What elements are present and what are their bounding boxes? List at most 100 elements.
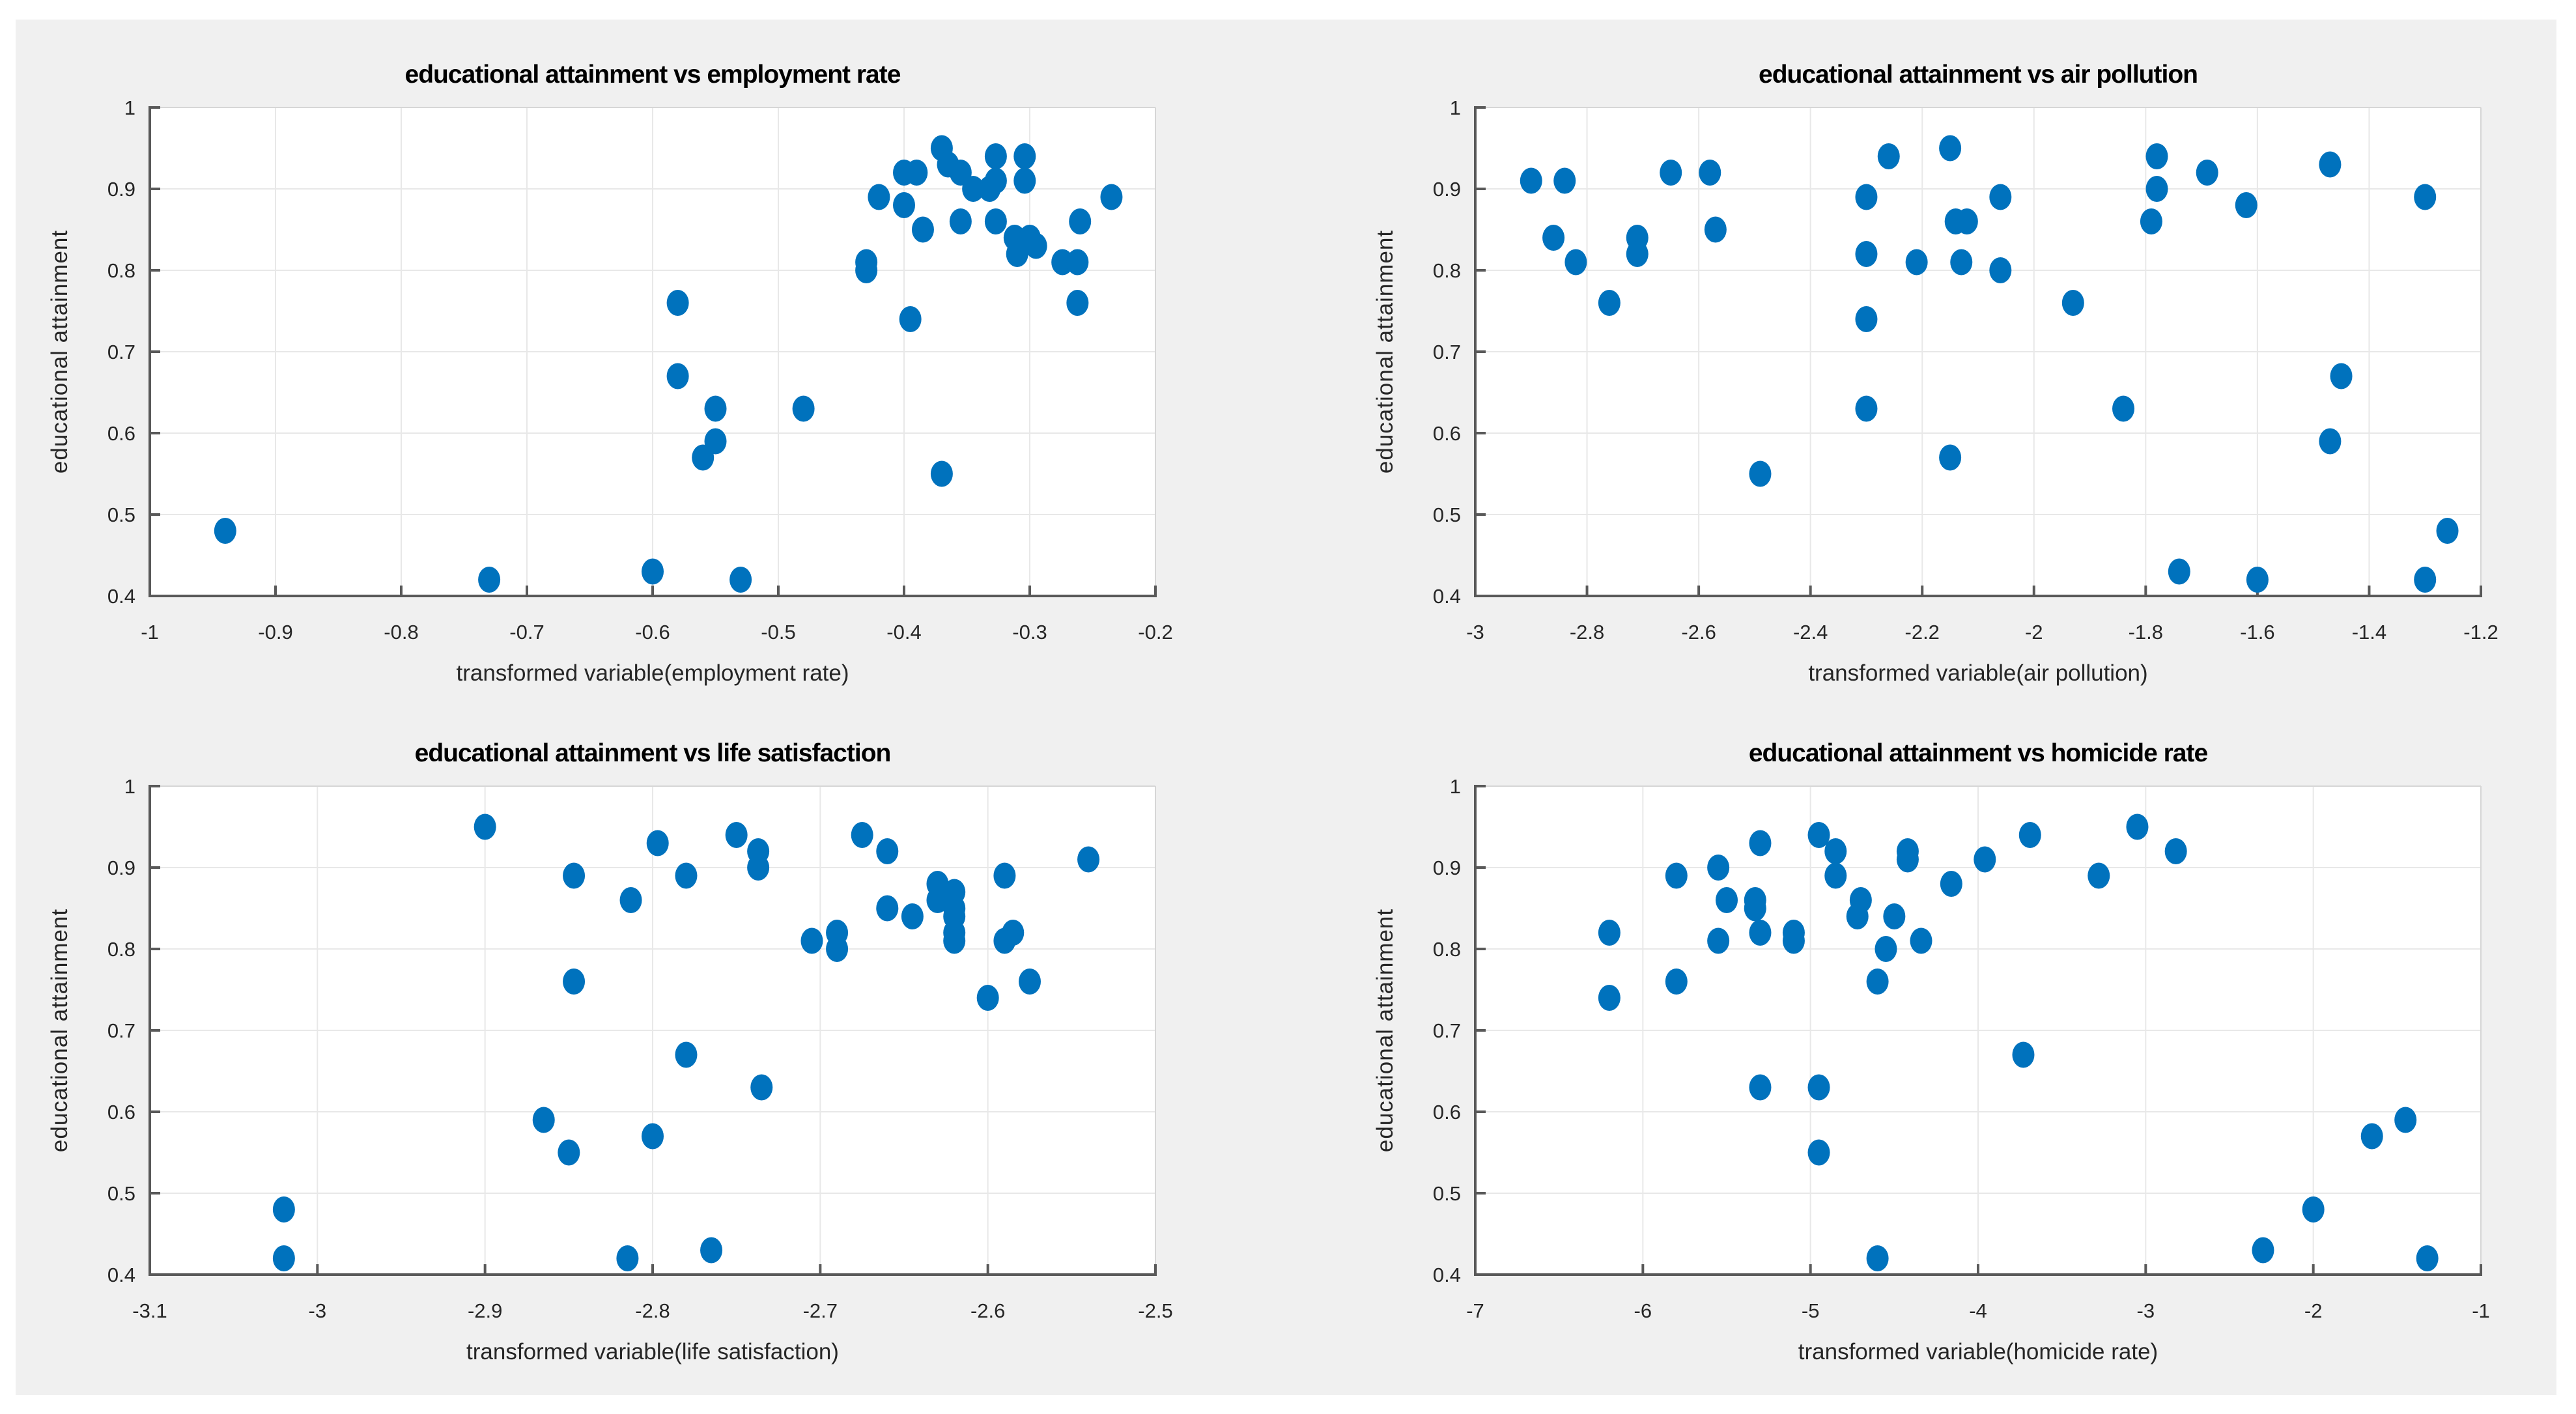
x-tick-label: -3 [1466, 621, 1484, 643]
scatter-point [1807, 1139, 1830, 1166]
y-tick-label: 0.5 [107, 1182, 135, 1205]
scatter-point [1782, 927, 1805, 954]
scatter-point [2330, 363, 2353, 389]
scatter-point [1553, 167, 1576, 194]
y-tick-label: 1 [1450, 775, 1461, 798]
scatter-point [704, 395, 727, 422]
x-tick-label: -0.6 [635, 621, 670, 643]
scatter-point [2252, 1237, 2274, 1264]
scatter-point [1707, 855, 1730, 881]
plot-title-homicide-rate: educational attainment vs homicide rate [1748, 739, 2208, 767]
scatter-point [1749, 830, 1772, 856]
scatter-point [1807, 1074, 1830, 1101]
scatter-point [2112, 395, 2135, 422]
scatter-point [1665, 969, 1688, 995]
scatter-point [2012, 1041, 2035, 1068]
scatter-point [666, 363, 689, 389]
scatter-point [1660, 160, 1682, 186]
scatter-point [1866, 969, 1889, 995]
x-tick-label: -2.6 [970, 1299, 1005, 1322]
scatter-point [1989, 257, 2012, 283]
y-tick-label: 0.4 [1433, 585, 1461, 608]
y-tick-label: 1 [124, 775, 135, 798]
scatter-point [2319, 151, 2342, 178]
scatter-point [1013, 143, 1036, 169]
scatter-point [2414, 184, 2437, 210]
x-tick-label: -1.8 [2129, 621, 2163, 643]
x-tick-label: -5 [1802, 1299, 1820, 1322]
scatter-point [1883, 903, 1906, 929]
scatter-point [1749, 1074, 1772, 1101]
x-axis-label-life-satisfaction: transformed variable(life satisfaction) [466, 1339, 839, 1365]
scatter-point [1542, 225, 1565, 251]
y-tick-label: 0.6 [1433, 422, 1461, 445]
scatter-point [1598, 985, 1621, 1011]
scatter-point [876, 838, 899, 864]
scatter-point [1824, 862, 1847, 889]
scatter-point [1598, 290, 1621, 316]
x-tick-label: -3 [309, 1299, 327, 1322]
scatter-point [747, 855, 770, 881]
x-tick-label: -0.8 [384, 621, 418, 643]
scatter-point [642, 558, 664, 585]
scatter-point [2319, 428, 2342, 455]
x-tick-label: -2.7 [803, 1299, 838, 1322]
scatter-point [926, 887, 949, 913]
scatter-point [984, 143, 1007, 169]
scatter-point [855, 249, 878, 276]
scatter-point [1066, 290, 1089, 316]
scatter-point [675, 1041, 698, 1068]
plot-title-employment-rate: educational attainment vs employment rat… [404, 61, 901, 89]
y-tick-label: 0.9 [107, 178, 135, 201]
x-tick-label: -2.2 [1905, 621, 1940, 643]
scatter-point [1955, 208, 1978, 234]
scatter-point [1974, 846, 1996, 873]
scatter-point [792, 395, 815, 422]
plot-homicide-rate: -7 -6 -5 -4 -3 -2 -1 0.4 0.5 0.6 0.7 0.8 0.9 1 [1433, 775, 2490, 1322]
scatter-point [1626, 241, 1649, 267]
scatter-point [1866, 1245, 1889, 1271]
x-tick-label: -2.6 [1681, 621, 1716, 643]
y-tick-label: 0.7 [107, 1019, 135, 1042]
scatter-point [1716, 887, 1738, 913]
scatter-point [1520, 167, 1542, 194]
scatter-point [826, 936, 849, 962]
scatter-point [750, 1074, 773, 1101]
x-tick-label: -4 [1969, 1299, 1987, 1322]
scatter-point [984, 167, 1007, 194]
scatter-point [1950, 249, 1973, 276]
y-tick-label: 0.8 [1433, 259, 1461, 282]
scatter-point [272, 1245, 295, 1271]
y-tick-label: 0.8 [107, 938, 135, 961]
scatter-point [1069, 208, 1092, 234]
scatter-point [1100, 184, 1123, 210]
scatter-point [675, 862, 698, 889]
x-tick-label: -2.8 [635, 1299, 670, 1322]
scatter-point [1665, 862, 1688, 889]
scatter-point [2360, 1123, 2383, 1150]
scatter-point [984, 208, 1007, 234]
scatter-point [1077, 846, 1100, 873]
scatter-point [692, 444, 715, 471]
scatter-point [2088, 862, 2110, 889]
scatter-point [962, 176, 985, 202]
scatter-point [930, 460, 953, 487]
scatter-point [700, 1237, 723, 1264]
scatter-point [2235, 192, 2258, 218]
y-tick-label: 0.8 [107, 259, 135, 282]
y-tick-label: 0.9 [107, 856, 135, 879]
scatter-point [2145, 143, 2168, 169]
y-tick-label: 0.4 [107, 585, 135, 608]
scatter-point [1855, 395, 1878, 422]
y-axis-label-bottom-left: educational attainment [47, 908, 72, 1153]
scatter-point [2436, 518, 2459, 544]
x-tick-label: -6 [1634, 1299, 1652, 1322]
scatter-point [893, 192, 915, 218]
scatter-point [911, 216, 934, 243]
scatter-point [563, 862, 586, 889]
scatter-point [2061, 290, 2084, 316]
y-tick-label: 0.6 [107, 1101, 135, 1124]
scatter-point [1006, 241, 1028, 267]
scatter-point [2196, 160, 2218, 186]
